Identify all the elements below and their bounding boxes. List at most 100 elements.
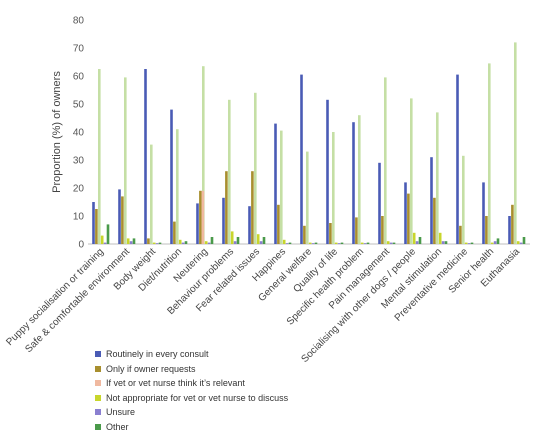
bar xyxy=(173,221,176,244)
bar xyxy=(337,243,341,244)
bar xyxy=(352,122,355,244)
bar xyxy=(508,216,511,244)
bar xyxy=(519,242,523,244)
bar xyxy=(124,77,127,245)
legend-swatch xyxy=(95,409,101,416)
bar xyxy=(178,239,182,244)
bar xyxy=(404,182,407,244)
bar xyxy=(444,241,448,244)
bar xyxy=(204,241,208,244)
legend: Routinely in every consult Only if owner … xyxy=(95,347,288,434)
bar xyxy=(202,66,205,244)
bar xyxy=(355,217,358,244)
bar xyxy=(230,231,234,244)
x-tick-label: Puppy socialisation or training xyxy=(4,246,106,348)
bar xyxy=(438,232,442,244)
bar xyxy=(467,243,471,244)
bar xyxy=(464,242,468,244)
bar xyxy=(378,162,381,244)
bar xyxy=(236,237,240,244)
bar xyxy=(522,237,526,244)
bar xyxy=(147,238,150,244)
legend-label: Routinely in every consult xyxy=(106,349,209,360)
bar xyxy=(288,242,292,244)
bar xyxy=(306,151,309,244)
bar xyxy=(311,243,315,244)
bar xyxy=(199,190,202,244)
bar xyxy=(184,241,188,244)
bar xyxy=(462,155,465,244)
bar xyxy=(282,239,286,244)
bar xyxy=(95,209,98,244)
bar xyxy=(418,237,422,244)
legend-item: Only if owner requests xyxy=(95,362,288,377)
bar xyxy=(329,223,332,244)
bar xyxy=(384,77,387,245)
bar xyxy=(485,216,488,244)
y-axis-label: Proportion (%) of owners xyxy=(51,71,63,193)
y-tick-label: 20 xyxy=(73,184,85,195)
y-tick-label: 40 xyxy=(73,128,85,139)
bar xyxy=(332,132,335,244)
legend-item: Routinely in every consult xyxy=(95,347,288,362)
bar xyxy=(262,237,266,244)
bar xyxy=(433,197,436,244)
legend-swatch xyxy=(95,365,101,372)
bar xyxy=(482,182,485,244)
bar xyxy=(254,92,257,244)
bar xyxy=(126,238,130,244)
bar xyxy=(326,99,329,244)
bar xyxy=(303,225,306,244)
legend-label: If vet or vet nurse think it’s relevant xyxy=(106,378,245,389)
legend-item: Unsure xyxy=(95,405,288,420)
bar xyxy=(259,241,263,244)
bar xyxy=(181,242,185,244)
bar xyxy=(386,241,390,244)
y-tick-label: 60 xyxy=(73,72,85,83)
bar xyxy=(441,241,445,244)
bar xyxy=(222,197,225,244)
bar xyxy=(392,242,396,244)
bar xyxy=(251,171,254,244)
bar xyxy=(470,242,474,244)
bar xyxy=(360,242,364,244)
bar xyxy=(92,202,95,244)
y-tick-label: 50 xyxy=(73,100,85,111)
y-tick-label: 70 xyxy=(73,44,85,55)
bar xyxy=(412,232,416,244)
legend-swatch xyxy=(95,351,101,358)
bar xyxy=(285,243,289,244)
bar xyxy=(170,109,173,244)
bar xyxy=(389,242,393,244)
bar xyxy=(493,241,497,244)
bar xyxy=(103,242,107,244)
bar xyxy=(155,243,159,244)
bar xyxy=(514,42,517,245)
bar xyxy=(381,216,384,244)
bar xyxy=(132,238,136,244)
bar xyxy=(516,241,520,244)
bar xyxy=(490,242,494,244)
bar xyxy=(233,241,237,244)
bar xyxy=(407,193,410,244)
legend-swatch xyxy=(95,423,101,430)
bar xyxy=(106,224,110,244)
bar xyxy=(430,157,433,244)
legend-item: Other xyxy=(95,420,288,435)
bar xyxy=(176,129,179,244)
bar xyxy=(410,98,413,245)
bar xyxy=(358,115,361,244)
bar xyxy=(144,69,147,244)
bar xyxy=(511,204,514,244)
bar xyxy=(100,235,104,244)
bar xyxy=(488,63,491,245)
legend-swatch xyxy=(95,380,101,387)
bar xyxy=(274,123,277,244)
legend-label: Not appropriate for vet or vet nurse to … xyxy=(106,392,289,403)
bar xyxy=(121,196,124,244)
bar xyxy=(196,203,199,244)
legend-item: Not appropriate for vet or vet nurse to … xyxy=(95,391,288,406)
bar xyxy=(436,112,439,245)
bar xyxy=(228,99,231,244)
